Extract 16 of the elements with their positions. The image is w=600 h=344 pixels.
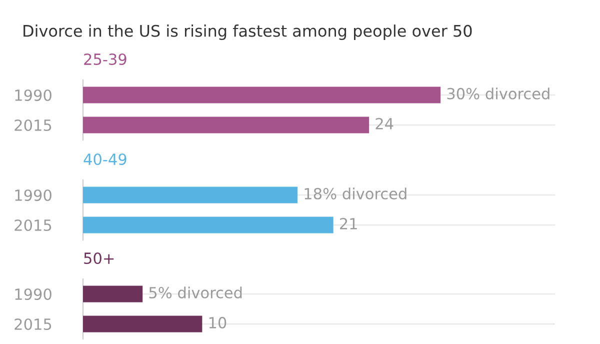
y-tick-label: 1990 — [15, 89, 52, 102]
chart-title: Divorce in the US is rising fastest among people over 50 — [24, 24, 472, 40]
chart-subtitle: 50+ — [84, 252, 114, 264]
y-tick-label: 2015 — [14, 318, 52, 330]
data-label: 21 — [340, 218, 357, 230]
y-tick-label: 1990 — [15, 288, 52, 300]
y-tick-label: 2015 — [14, 219, 52, 232]
y-tick-label: 2015 — [14, 119, 52, 132]
y-tick-label: 1990 — [15, 189, 52, 202]
data-label: 10 — [209, 316, 226, 328]
chart-subtitle: 40-49 — [84, 153, 126, 166]
data-label: 5% divorced — [149, 286, 242, 298]
data-label: 30% divorced — [447, 88, 550, 100]
data-label: 18% divorced — [304, 188, 406, 200]
chart-subtitle: 25-39 — [84, 53, 126, 66]
data-label: 24 — [376, 118, 394, 130]
